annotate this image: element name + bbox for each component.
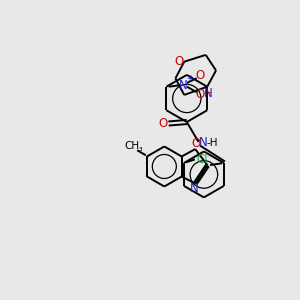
Text: O: O — [195, 69, 204, 82]
Text: O: O — [174, 55, 184, 68]
Text: N: N — [190, 182, 199, 195]
Text: ₃: ₃ — [138, 144, 142, 153]
Text: CH: CH — [125, 141, 140, 151]
Text: O: O — [191, 137, 200, 150]
Text: -: - — [207, 86, 211, 99]
Text: N: N — [204, 87, 213, 100]
Text: O: O — [195, 88, 204, 101]
Text: O: O — [158, 117, 167, 130]
Text: -H: -H — [206, 138, 218, 148]
Text: N: N — [199, 136, 207, 148]
Text: +: + — [186, 74, 194, 84]
Text: Cl: Cl — [196, 153, 208, 166]
Text: N: N — [179, 79, 188, 92]
